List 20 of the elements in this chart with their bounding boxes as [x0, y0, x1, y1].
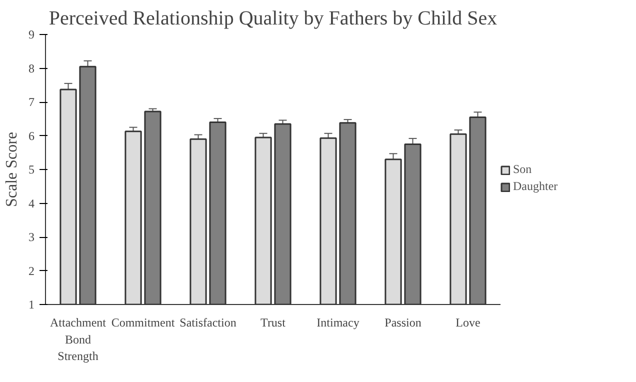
y-tick-label: 4 [28, 196, 34, 210]
x-tick-label: Intimacy [316, 316, 360, 330]
y-tick-label: 9 [28, 28, 34, 42]
y-tick-label: 1 [28, 298, 34, 312]
y-tick-label: 2 [28, 264, 34, 278]
y-tick-label: 5 [28, 162, 34, 176]
y-tick-label: 3 [28, 230, 34, 244]
chart-title: Perceived Relationship Quality by Fathers by Child Sex [48, 8, 498, 30]
x-tick-label: Passion [384, 316, 422, 330]
x-tick-label: Attachment Bond Strength [50, 316, 107, 364]
y-tick-label: 8 [28, 61, 34, 76]
x-tick-label: Commitment [111, 316, 176, 330]
x-tick-label: Satisfaction [180, 316, 236, 330]
y-tick-label: 6 [28, 128, 34, 143]
legend-label: Daughter [513, 179, 558, 194]
x-tick-label: Love [456, 316, 480, 330]
x-tick-label: Trust [260, 316, 286, 330]
y-axis-title: Scale Score [4, 132, 20, 208]
legend-label: Son [513, 162, 533, 177]
y-tick-label: 7 [28, 95, 34, 109]
